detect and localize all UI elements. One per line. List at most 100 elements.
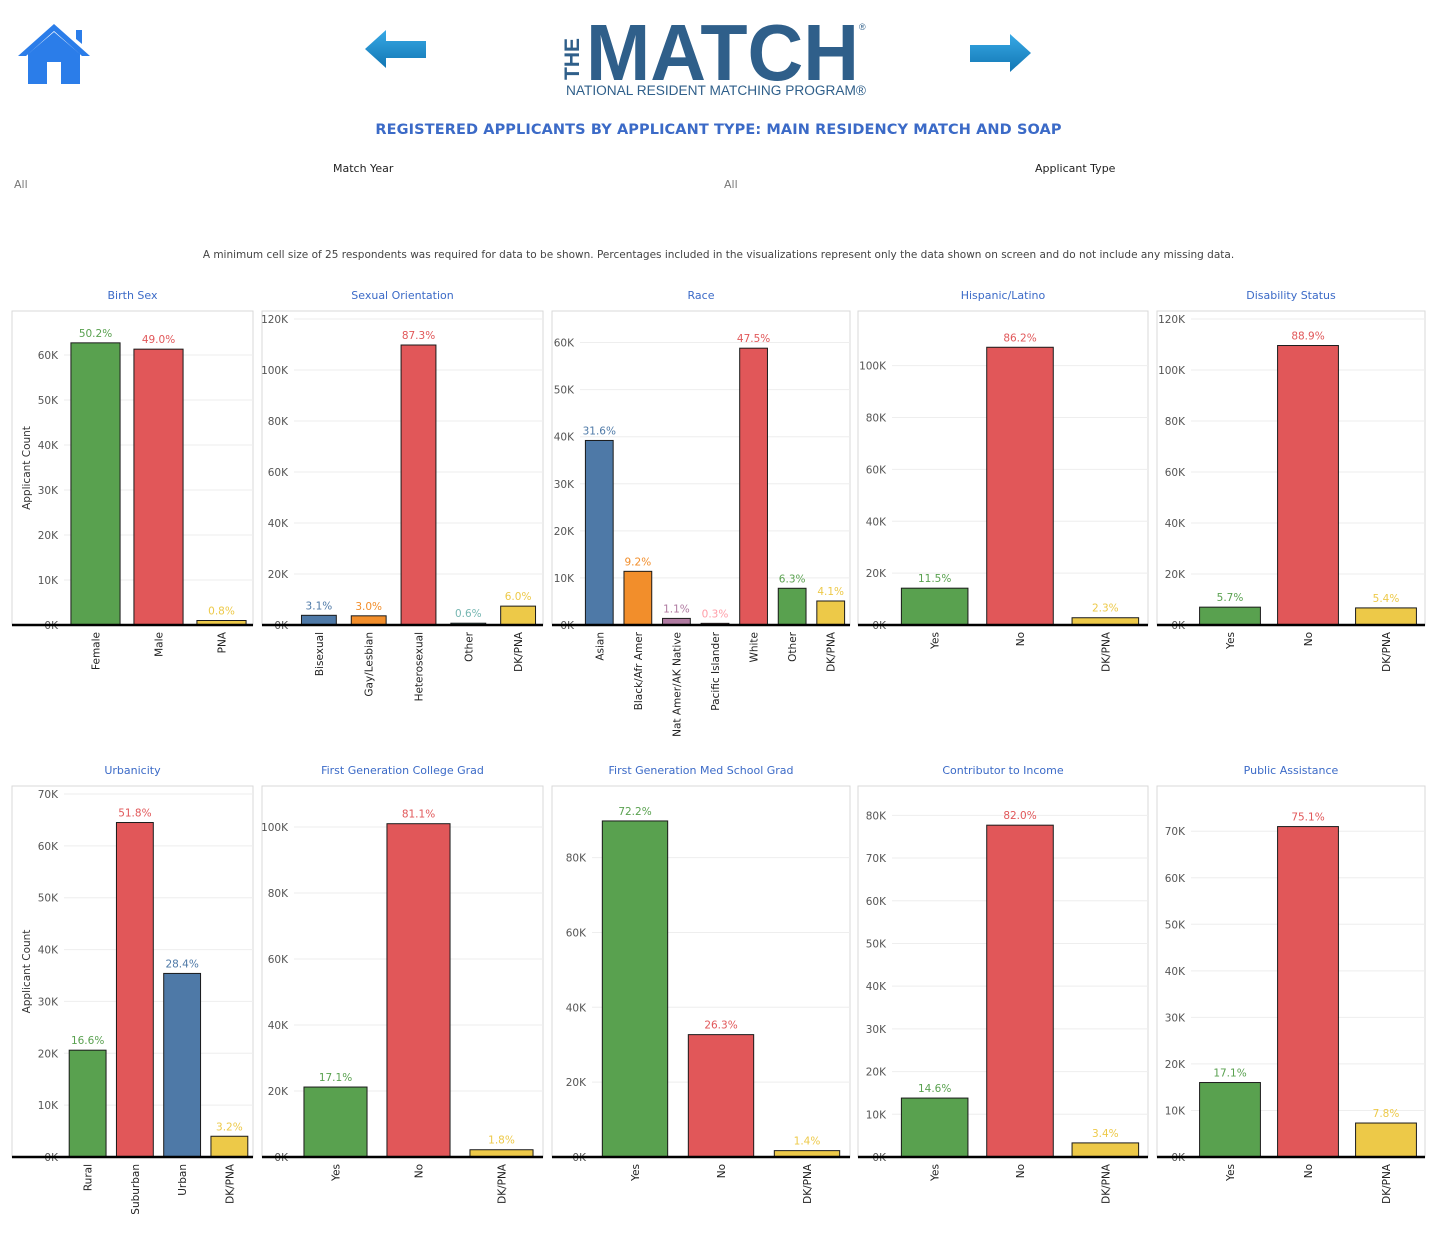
race-ytick-label: 40K (554, 432, 575, 444)
contributor-to-income-bar-dk-pna (1071, 1142, 1140, 1158)
sexual-orientation-ytick-label: 40K (268, 518, 289, 530)
race-bar-other (777, 587, 807, 626)
logo-the-text: THE (562, 38, 584, 80)
birth-sex-title: Birth Sex (108, 289, 158, 302)
public-assistance-ytick-label: 50K (1165, 919, 1186, 931)
urbanicity-ytick-label: 60K (38, 841, 59, 853)
house-icon (18, 24, 90, 84)
first-generation-college-grad-ytick-label: 40K (268, 1020, 289, 1032)
birth-sex-category-label: PNA (217, 631, 229, 653)
logo-match-text: MATCH (586, 16, 859, 97)
applicant-type-filter[interactable]: All (724, 178, 738, 191)
first-generation-college-grad-title: First Generation College Grad (321, 764, 484, 777)
forward-button[interactable] (966, 26, 1034, 80)
contributor-to-income-category-label: Yes (930, 1164, 942, 1182)
race-category-label: Other (787, 631, 799, 661)
first-generation-med-school-grad-bar-yes (601, 820, 669, 1158)
home-button[interactable] (16, 20, 92, 88)
race-ytick-label: 30K (554, 479, 575, 491)
first-generation-med-school-grad-ytick-label: 60K (566, 927, 587, 939)
contributor-to-income-bar-no (986, 824, 1054, 1158)
back-button[interactable] (362, 22, 430, 76)
public-assistance-ytick-label: 70K (1165, 826, 1186, 838)
sexual-orientation-ytick-label: 20K (268, 569, 289, 581)
disability-status-ytick-label: 60K (1165, 467, 1186, 479)
disability-status-bar-dk-pna (1355, 607, 1417, 626)
contributor-to-income-ytick-label: 70K (866, 853, 887, 865)
race-bar-dk-pna (816, 600, 846, 626)
contributor-to-income-data-label: 3.4% (1092, 1128, 1119, 1140)
first-generation-med-school-grad-ytick-label: 40K (566, 1002, 587, 1014)
sexual-orientation-bar-gay-lesbian (350, 615, 387, 626)
birth-sex-ytick-label: 50K (38, 395, 59, 407)
birth-sex-category-label: Male (154, 632, 166, 657)
sexual-orientation-ytick-label: 120K (261, 314, 289, 326)
contributor-to-income-ytick-label: 50K (866, 938, 887, 950)
hispanic-latino-category-label: DK/PNA (1100, 631, 1112, 672)
race-category-label: Nat Amer/AK Native (671, 632, 683, 737)
race-bar-white (739, 347, 768, 626)
birth-sex-ytick-label: 10K (38, 575, 59, 587)
disability-status-bar-yes (1199, 606, 1261, 626)
contributor-to-income-category-label: No (1015, 1164, 1027, 1178)
sexual-orientation-data-label: 3.1% (306, 600, 333, 612)
urbanicity-bar-rural (68, 1049, 107, 1158)
public-assistance-data-label: 17.1% (1213, 1068, 1246, 1080)
hispanic-latino-ytick-label: 100K (859, 361, 887, 373)
urbanicity-ytick-label: 50K (38, 893, 59, 905)
disability-status-category-label: Yes (1225, 632, 1237, 650)
urbanicity-ytick-label: 40K (38, 945, 59, 957)
first-generation-med-school-grad-title: First Generation Med School Grad (608, 764, 793, 777)
public-assistance-bar-yes (1199, 1082, 1261, 1158)
contributor-to-income-data-label: 14.6% (918, 1083, 951, 1095)
disclaimer-text: A minimum cell size of 25 respondents wa… (202, 249, 1235, 261)
urbanicity-ylabel: Applicant Count (21, 930, 33, 1014)
public-assistance-category-label: No (1303, 1164, 1315, 1178)
first-generation-college-grad-ytick-label: 80K (268, 888, 289, 900)
birth-sex-ytick-label: 20K (38, 530, 59, 542)
first-generation-college-grad-ytick-label: 20K (268, 1086, 289, 1098)
match-year-filter[interactable]: All (14, 178, 28, 191)
sexual-orientation-category-label: Bisexual (314, 632, 326, 676)
first-generation-college-grad-ytick-label: 100K (261, 822, 289, 834)
hispanic-latino-bar-yes (900, 587, 969, 626)
sexual-orientation-bar-heterosexual (400, 344, 437, 626)
first-generation-med-school-grad-ytick-label: 80K (566, 853, 587, 865)
contributor-to-income-ytick-label: 10K (866, 1109, 887, 1121)
disability-status-ytick-label: 100K (1158, 365, 1186, 377)
disability-status-category-label: No (1303, 632, 1315, 646)
birth-sex-ytick-label: 40K (38, 440, 59, 452)
match-year-filter-label: Match Year (333, 162, 394, 175)
race-bar-asian (584, 439, 614, 626)
sexual-orientation-category-label: Other (463, 631, 475, 661)
race-data-label: 0.3% (702, 608, 729, 620)
birth-sex-ylabel: Applicant Count (21, 426, 33, 510)
urbanicity-ytick-label: 30K (38, 996, 59, 1008)
sexual-orientation-bar-bisexual (300, 614, 337, 626)
race-ytick-label: 60K (554, 338, 575, 350)
first-generation-med-school-grad-ytick-label: 20K (566, 1077, 587, 1089)
urbanicity-bar-suburban (115, 822, 154, 1158)
urbanicity-data-label: 51.8% (118, 808, 151, 820)
sexual-orientation-data-label: 6.0% (505, 591, 532, 603)
urbanicity-bar-dk-pna (210, 1135, 249, 1158)
first-generation-med-school-grad-category-label: DK/PNA (802, 1163, 814, 1204)
applicant-type-filter-label: Applicant Type (1035, 162, 1116, 175)
first-generation-college-grad-bar-no (386, 823, 451, 1158)
first-generation-med-school-grad-category-label: No (716, 1164, 728, 1178)
hispanic-latino-data-label: 86.2% (1003, 332, 1036, 344)
race-data-label: 47.5% (737, 333, 770, 345)
birth-sex-data-label: 50.2% (79, 328, 112, 340)
race-category-label: White (749, 632, 761, 663)
first-generation-college-grad-ytick-label: 60K (268, 954, 289, 966)
left-arrow-icon (365, 30, 426, 68)
public-assistance-ytick-label: 60K (1165, 873, 1186, 885)
contributor-to-income-data-label: 82.0% (1003, 810, 1036, 822)
race-category-label: Black/Afr Amer (633, 631, 645, 710)
contributor-to-income-ytick-label: 30K (866, 1024, 887, 1036)
urbanicity-title: Urbanicity (104, 764, 161, 777)
race-ytick-label: 10K (554, 573, 575, 585)
race-data-label: 31.6% (583, 425, 616, 437)
disability-status-bar-no (1277, 345, 1339, 626)
